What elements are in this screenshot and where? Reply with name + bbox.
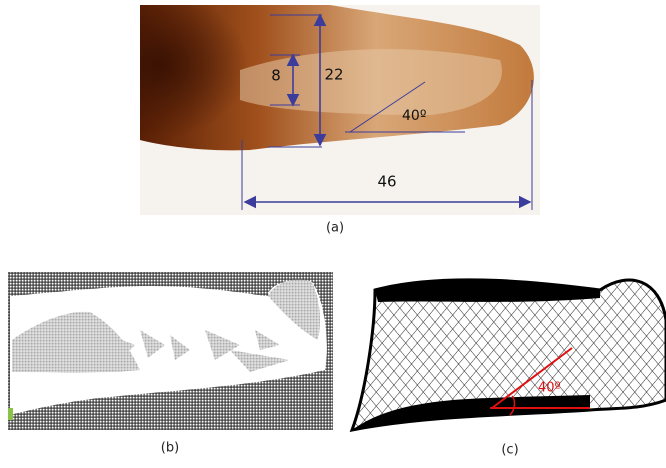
dimension-label: 46 [377,173,396,191]
panel-b: (b) [8,272,333,456]
panel-label: (a) [326,221,344,236]
angle-label: 40º [402,108,426,124]
angle-label: 40º [538,381,561,396]
panel-label: (b) [161,441,179,456]
figure: 8 22 46 40º (a) (b) 40º (c) [0,0,666,464]
page: 8 22 46 40º (a) (b) 40º (c) (() => { con… [0,0,666,464]
dimension-label: 22 [324,66,343,84]
panel-c: 40º (c) [352,280,666,458]
dimension-label: 8 [271,67,281,85]
corner-marker [8,408,13,420]
panel-label: (c) [501,443,518,458]
panel-a: 8 22 46 40º (a) [140,5,540,236]
